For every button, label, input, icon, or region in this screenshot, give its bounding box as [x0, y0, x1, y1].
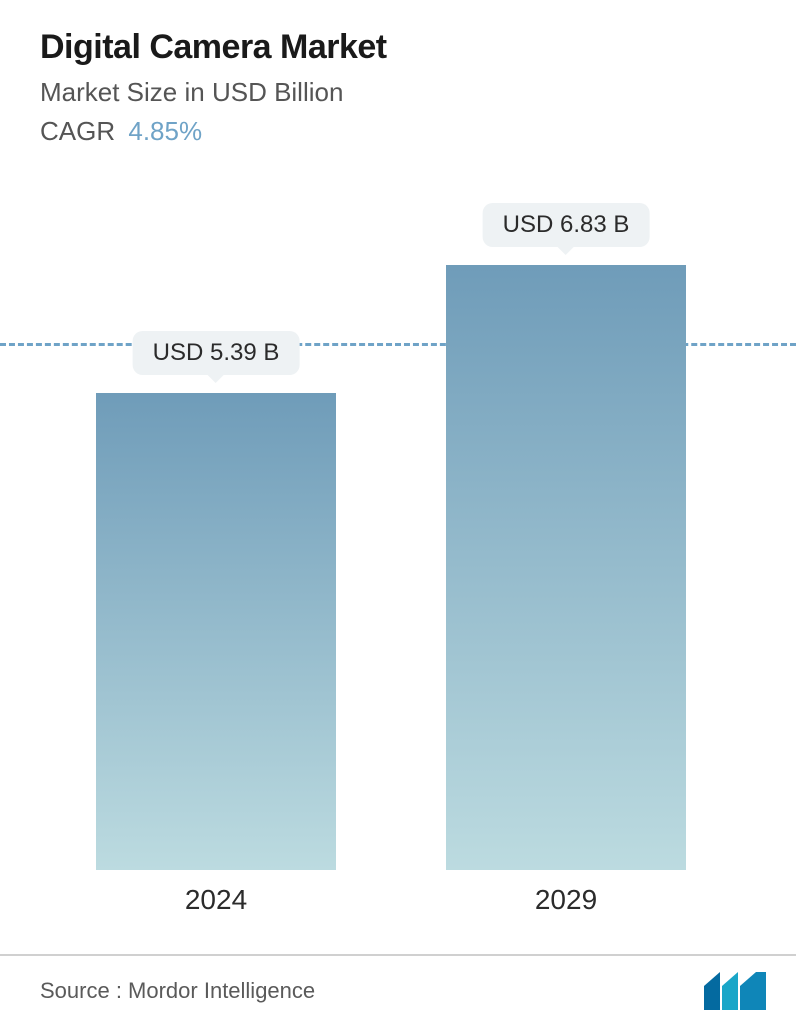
bar-group: USD 6.83 B2029	[446, 250, 686, 870]
value-pill: USD 6.83 B	[483, 203, 650, 247]
source-text: Source : Mordor Intelligence	[40, 978, 315, 1004]
bar	[446, 265, 686, 870]
x-axis-label: 2029	[535, 884, 597, 916]
cagr-row: CAGR 4.85%	[40, 116, 796, 147]
cagr-value: 4.85%	[128, 116, 202, 146]
header: Digital Camera Market Market Size in USD…	[0, 0, 796, 147]
chart-subtitle: Market Size in USD Billion	[40, 77, 796, 108]
bar	[96, 393, 336, 870]
chart-title: Digital Camera Market	[40, 28, 796, 67]
bar-group: USD 5.39 B2024	[96, 250, 336, 870]
x-axis-label: 2024	[185, 884, 247, 916]
footer-rule	[0, 954, 796, 956]
chart-area: USD 5.39 B2024USD 6.83 B2029	[0, 200, 796, 920]
cagr-label: CAGR	[40, 116, 115, 146]
brand-logo-icon	[704, 972, 766, 1010]
value-pill: USD 5.39 B	[133, 331, 300, 375]
footer: Source : Mordor Intelligence	[40, 972, 766, 1010]
